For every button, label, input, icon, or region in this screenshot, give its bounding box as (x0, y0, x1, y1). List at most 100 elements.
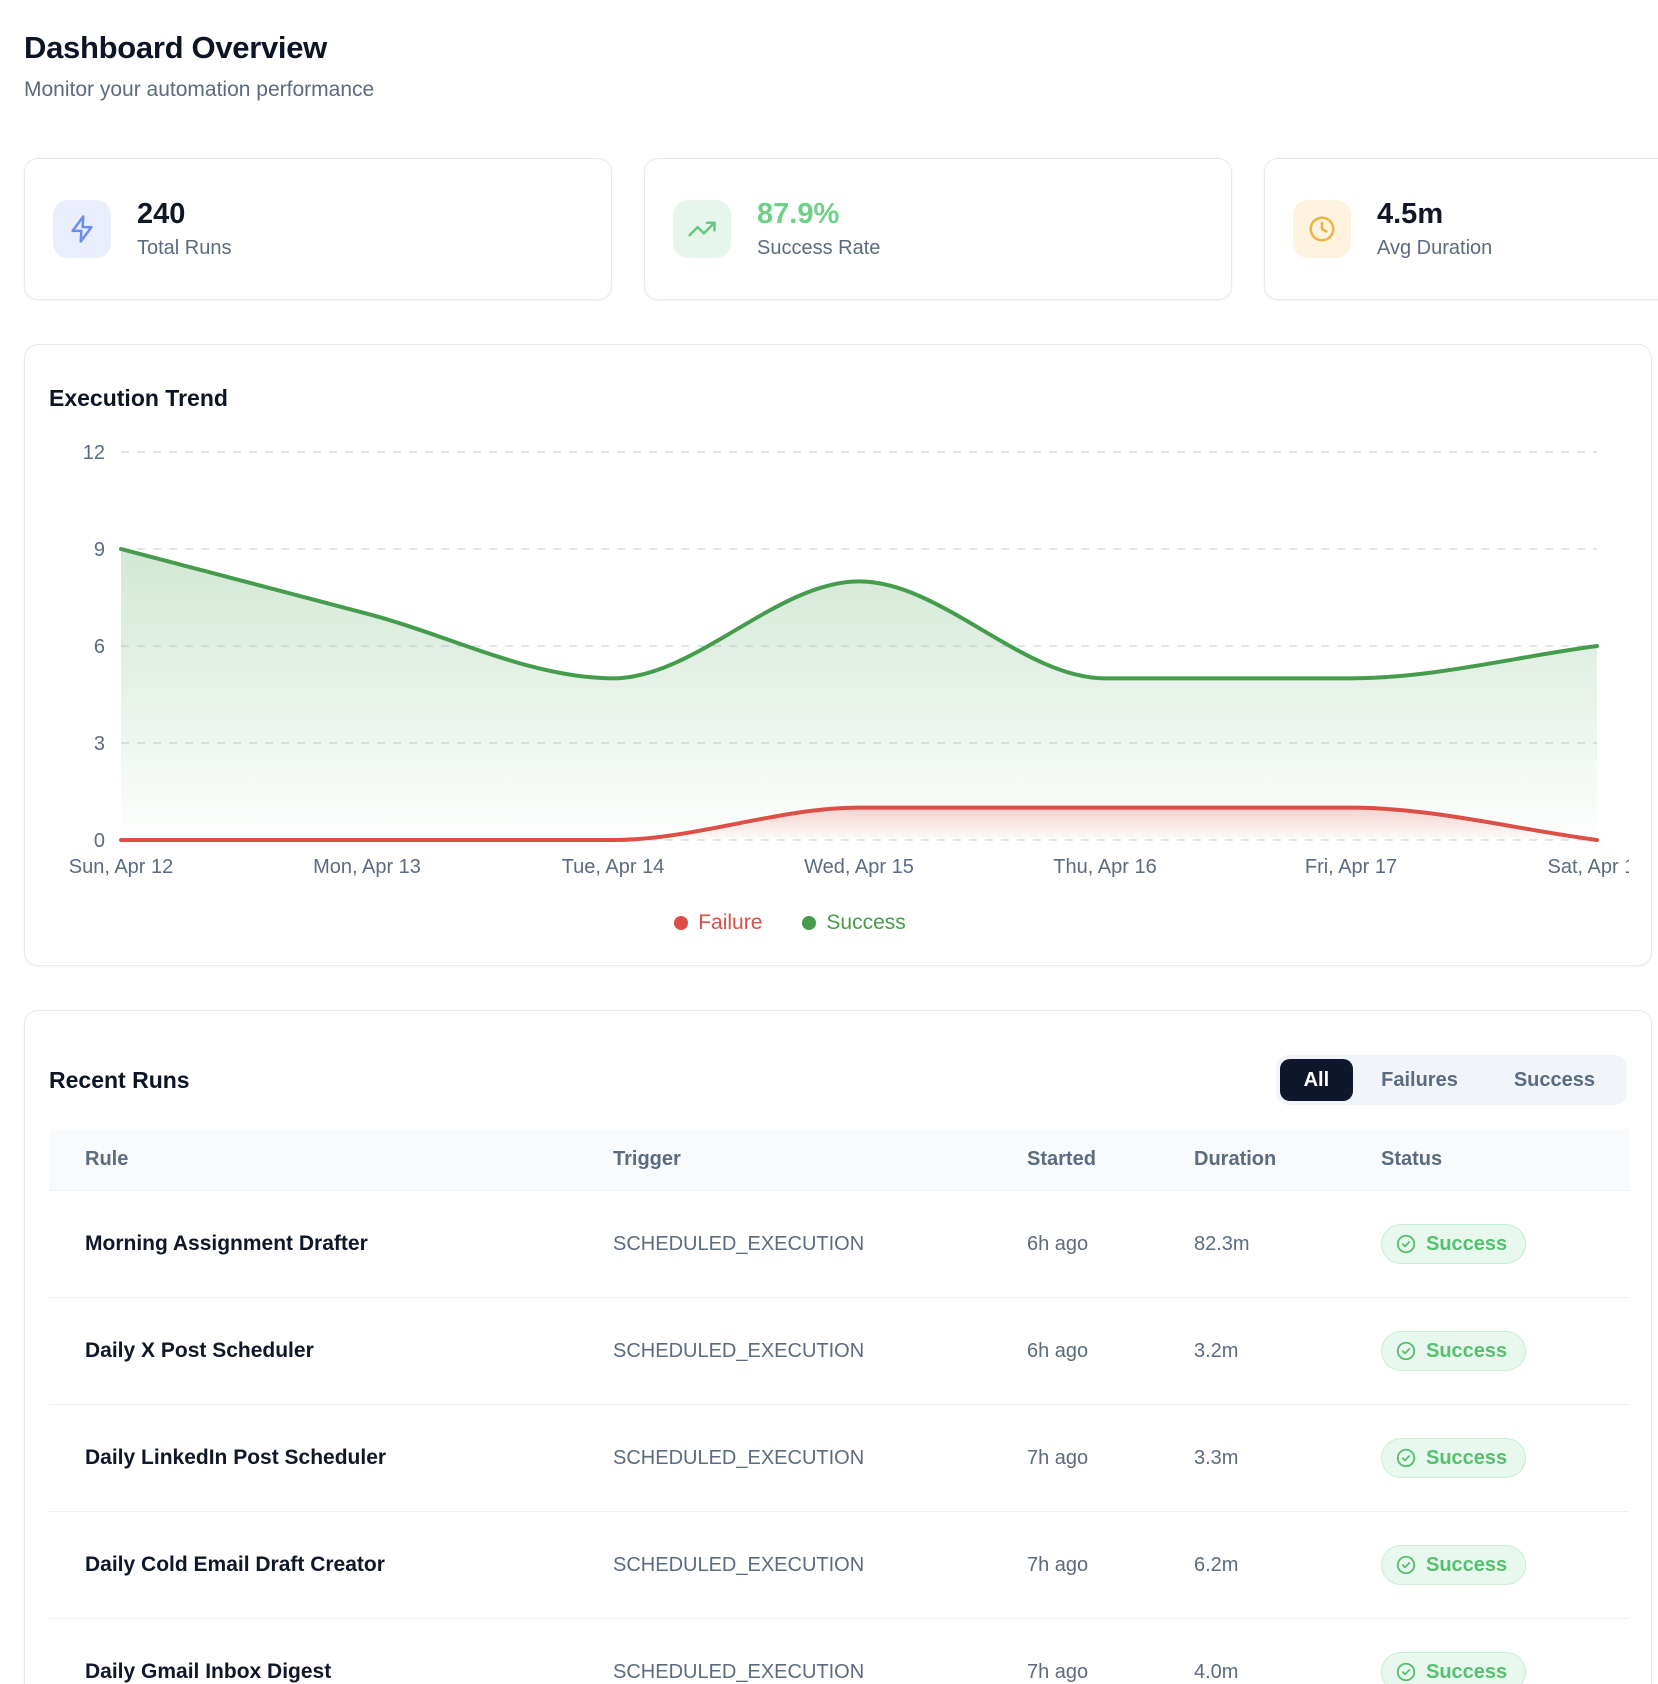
stat-card-success-rate: 87.9% Success Rate (644, 158, 1232, 300)
recent-runs-card: Recent Runs All Failures Success Rule Trigg… (24, 1010, 1652, 1684)
trigger-value: SCHEDULED_EXECUTION (613, 1339, 865, 1362)
check-circle-icon (1395, 1447, 1417, 1469)
filter-button-success[interactable]: Success (1486, 1059, 1623, 1101)
status-cell: Success (1381, 1191, 1629, 1298)
svg-text:0: 0 (94, 830, 105, 852)
stat-label: Avg Duration (1377, 237, 1493, 260)
column-header-trigger: Trigger (613, 1129, 1027, 1191)
check-circle-icon (1395, 1661, 1417, 1683)
legend-item-success: Success (802, 911, 906, 935)
stat-text: 240 Total Runs (137, 198, 232, 260)
status-badge: Success (1381, 1652, 1527, 1684)
status-badge: Success (1381, 1545, 1527, 1585)
stat-value: 240 (137, 197, 186, 230)
svg-text:12: 12 (83, 442, 105, 464)
legend-item-failure: Failure (674, 911, 762, 935)
svg-text:Sat, Apr 18: Sat, Apr 18 (1548, 856, 1629, 878)
table-row[interactable]: Daily LinkedIn Post Scheduler SCHEDULED_E… (49, 1404, 1629, 1512)
stat-text: 4.5m Avg Duration (1377, 198, 1492, 260)
column-header-rule: Rule (49, 1129, 613, 1191)
stat-card-total-runs: 240 Total Runs (24, 158, 612, 300)
chart-title: Execution Trend (49, 385, 228, 411)
stat-value: 4.5m (1377, 197, 1444, 230)
trigger-value: SCHEDULED_EXECUTION (613, 1232, 865, 1255)
table-row[interactable]: Morning Assignment Drafter SCHEDULED_EXEC… (49, 1190, 1629, 1298)
rule-name: Morning Assignment Drafter (85, 1232, 368, 1255)
started-value: 6h ago (1027, 1232, 1089, 1255)
execution-trend-chart: 0 3 6 9 12 Sun, Apr 12 Mon, Apr 13 Tue, Apr 14 W… (69, 442, 1629, 878)
stats-row: 240 Total Runs 87.9% Success Rate 4.5m Avg Du… (24, 158, 1658, 300)
table-row[interactable]: Daily Gmail Inbox Digest SCHEDULED_EXECUT… (49, 1618, 1629, 1684)
chart-legend: Failure Success (49, 911, 1531, 935)
svg-text:6: 6 (94, 636, 105, 658)
status-label: Success (1426, 1233, 1508, 1255)
clock-icon (1293, 200, 1351, 258)
trigger-value: SCHEDULED_EXECUTION (613, 1553, 865, 1576)
filter-button-all[interactable]: All (1279, 1059, 1354, 1101)
check-circle-icon (1395, 1340, 1417, 1362)
stat-text: 87.9% Success Rate (757, 198, 880, 260)
page-subtitle: Monitor your automation performance (24, 78, 375, 101)
recent-runs-table: Rule Trigger Started Duration Status Morning… (49, 1129, 1629, 1684)
rule-name: Daily X Post Scheduler (85, 1339, 314, 1362)
stat-value: 87.9% (757, 197, 840, 230)
duration-value: 4.0m (1194, 1660, 1239, 1683)
status-label: Success (1426, 1661, 1508, 1683)
legend-label: Failure (698, 911, 763, 934)
lightning-icon (53, 200, 111, 258)
status-label: Success (1426, 1554, 1508, 1576)
duration-value: 82.3m (1194, 1232, 1250, 1255)
stat-card-avg-duration: 4.5m Avg Duration (1264, 158, 1658, 300)
legend-dot-icon (674, 916, 689, 930)
svg-text:Thu, Apr 16: Thu, Apr 16 (1053, 856, 1156, 878)
trending-up-icon (673, 200, 731, 258)
duration-value: 3.3m (1194, 1446, 1239, 1469)
stat-label: Total Runs (137, 237, 232, 260)
status-badge: Success (1381, 1224, 1527, 1264)
execution-trend-card: Execution Trend 0 3 6 9 12 Sun, Apr 12 Mon, Ap… (24, 344, 1652, 966)
started-value: 7h ago (1027, 1660, 1089, 1683)
svg-text:Fri, Apr 17: Fri, Apr 17 (1305, 856, 1397, 878)
column-header-status: Status (1381, 1129, 1629, 1191)
status-cell: Success (1381, 1405, 1629, 1512)
started-value: 7h ago (1027, 1446, 1089, 1469)
svg-text:Wed, Apr 15: Wed, Apr 15 (804, 856, 914, 878)
trigger-value: SCHEDULED_EXECUTION (613, 1446, 865, 1469)
table-row[interactable]: Daily Cold Email Draft Creator SCHEDULED_… (49, 1511, 1629, 1619)
status-cell: Success (1381, 1512, 1629, 1619)
rule-name: Daily LinkedIn Post Scheduler (85, 1446, 387, 1469)
svg-text:Mon, Apr 13: Mon, Apr 13 (313, 856, 421, 878)
svg-text:3: 3 (94, 733, 105, 755)
column-header-duration: Duration (1194, 1129, 1381, 1191)
status-cell: Success (1381, 1619, 1629, 1684)
stat-label: Success Rate (757, 237, 881, 260)
duration-value: 6.2m (1194, 1553, 1239, 1576)
status-label: Success (1426, 1447, 1508, 1469)
runs-filter-group: All Failures Success (1275, 1055, 1627, 1105)
svg-text:Sun, Apr 12: Sun, Apr 12 (69, 856, 174, 878)
svg-text:Tue, Apr 14: Tue, Apr 14 (562, 856, 665, 878)
recent-runs-title: Recent Runs (49, 1066, 190, 1093)
rule-name: Daily Gmail Inbox Digest (85, 1660, 332, 1683)
svg-text:9: 9 (94, 539, 105, 561)
check-circle-icon (1395, 1554, 1417, 1576)
filter-button-failures[interactable]: Failures (1353, 1059, 1486, 1101)
check-circle-icon (1395, 1233, 1417, 1255)
recent-runs-header: Recent Runs All Failures Success (49, 1055, 1627, 1105)
column-header-started: Started (1027, 1129, 1194, 1191)
legend-dot-icon (802, 916, 817, 930)
rule-name: Daily Cold Email Draft Creator (85, 1553, 385, 1576)
status-cell: Success (1381, 1298, 1629, 1405)
table-row[interactable]: Daily X Post Scheduler SCHEDULED_EXECUTIO… (49, 1297, 1629, 1405)
started-value: 6h ago (1027, 1339, 1089, 1362)
status-badge: Success (1381, 1438, 1527, 1478)
status-badge: Success (1381, 1331, 1527, 1371)
legend-label: Success (826, 911, 906, 934)
page-title: Dashboard Overview (24, 30, 327, 65)
duration-value: 3.2m (1194, 1339, 1239, 1362)
table-header: Rule Trigger Started Duration Status (49, 1129, 1629, 1191)
started-value: 7h ago (1027, 1553, 1089, 1576)
trigger-value: SCHEDULED_EXECUTION (613, 1660, 865, 1683)
status-label: Success (1426, 1340, 1508, 1362)
